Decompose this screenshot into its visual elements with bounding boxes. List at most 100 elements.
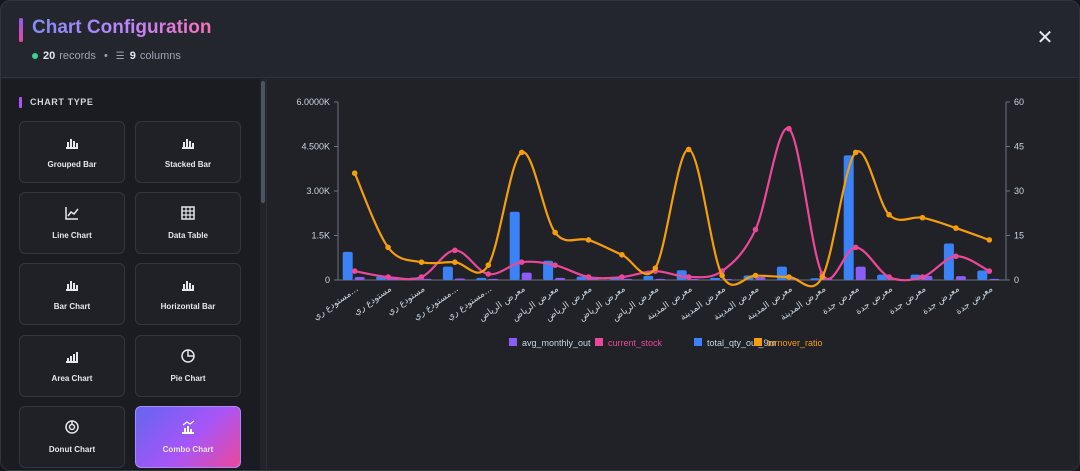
bar-total_qty_out_9m: [476, 277, 487, 280]
right-tick-label: 45: [1014, 142, 1024, 152]
chart-type-donut[interactable]: Donut Chart: [19, 406, 125, 468]
chart-type-label: Grouped Bar: [47, 160, 97, 169]
point-turnover_ratio: [752, 272, 759, 279]
area-chart-icon: [20, 348, 124, 369]
left-tick-label: 3.00K: [306, 186, 330, 196]
chart-type-label: Horizontal Bar: [160, 302, 216, 311]
chart-type-heading: CHART TYPE: [30, 97, 94, 107]
chart-type-label: Line Chart: [52, 231, 92, 240]
bar-avg_monthly_out: [955, 276, 966, 280]
legend-label: avg_monthly_out: [522, 338, 591, 348]
legend-swatch: [509, 338, 517, 346]
sidebar-scrollbar[interactable]: [260, 79, 266, 470]
bar-total_qty_out_9m: [643, 275, 654, 280]
modal-header: Chart Configuration 20 records • ☰ 9 col…: [1, 1, 1079, 78]
bar-avg_monthly_out: [989, 278, 1000, 280]
chart-type-horizontal-bar[interactable]: Horizontal Bar: [135, 263, 241, 325]
point-turnover_ratio: [852, 149, 859, 156]
bar-chart-icon: [136, 134, 240, 155]
left-tick-label: 0: [325, 275, 330, 285]
point-current_stock: [986, 268, 993, 274]
point-current_stock: [852, 244, 859, 251]
chart-type-stacked-bar[interactable]: Stacked Bar: [135, 121, 241, 183]
legend-label: total_qty_out_9m: [707, 338, 776, 348]
columns-label: columns: [139, 50, 181, 62]
bar-avg_monthly_out: [555, 277, 566, 280]
point-turnover_ratio: [452, 259, 458, 265]
chart-type-bar[interactable]: Bar Chart: [19, 263, 125, 325]
point-current_stock: [385, 274, 391, 280]
bar-total_qty_out_9m: [543, 260, 554, 280]
point-turnover_ratio: [685, 146, 692, 153]
point-current_stock: [786, 125, 792, 132]
point-current_stock: [886, 274, 892, 280]
point-current_stock: [752, 226, 759, 233]
point-current_stock: [351, 268, 358, 274]
chart-type-label: Data Table: [168, 231, 208, 240]
point-turnover_ratio: [552, 229, 558, 236]
point-current_stock: [953, 253, 959, 260]
point-current_stock: [585, 274, 592, 280]
legend-label: current_stock: [608, 338, 663, 348]
bar-total_qty_out_9m: [943, 243, 954, 280]
records-count: 20: [43, 50, 56, 62]
line-turnover_ratio: [353, 148, 990, 288]
bar-avg_monthly_out: [855, 266, 866, 280]
chart-preview: 0 1.5K 3.00K 4.500K 6.0000K 0 15 30 45 60 مستودع ر…: [268, 79, 1079, 470]
legend-swatch: [754, 338, 762, 346]
chart-type-label: Stacked Bar: [164, 160, 212, 169]
bar-total_qty_out_9m: [442, 266, 453, 280]
combo-chart: 0 1.5K 3.00K 4.500K 6.0000K 0 15 30 45 60 مستودع ر…: [296, 97, 1024, 348]
chart-type-sidebar: CHART TYPE Grouped Bar Stacked Bar Line …: [1, 79, 267, 470]
bar-avg_monthly_out: [521, 272, 532, 280]
chart-type-label: Pie Chart: [170, 374, 206, 383]
section-accent-bar: [19, 97, 22, 108]
point-turnover_ratio: [953, 225, 959, 231]
legend-swatch: [694, 338, 702, 346]
columns-count: 9: [129, 50, 136, 62]
point-current_stock: [452, 247, 458, 254]
bar-total_qty_out_9m: [810, 278, 821, 280]
point-turnover_ratio: [585, 237, 592, 243]
left-tick-label: 6.0000K: [296, 97, 330, 107]
point-turnover_ratio: [919, 214, 926, 221]
scrollbar-thumb[interactable]: [261, 81, 265, 203]
point-current_stock: [518, 259, 525, 265]
chart-type-area[interactable]: Area Chart: [19, 335, 125, 397]
line-chart-icon: [20, 205, 124, 226]
left-tick-label: 1.5K: [311, 231, 330, 241]
table-icon: [136, 205, 240, 226]
bar-avg_monthly_out: [454, 278, 465, 280]
close-icon[interactable]: ✕: [1036, 27, 1054, 49]
chart-type-combo[interactable]: Combo Chart: [135, 406, 241, 468]
point-turnover_ratio: [786, 274, 792, 280]
point-turnover_ratio: [986, 237, 993, 243]
bar-total_qty_out_9m: [843, 155, 854, 280]
chart-type-line[interactable]: Line Chart: [19, 192, 125, 254]
point-current_stock: [418, 274, 425, 280]
bar-total_qty_out_9m: [342, 251, 353, 280]
bar-avg_monthly_out: [354, 277, 365, 280]
legend-swatch: [595, 338, 603, 346]
point-turnover_ratio: [518, 149, 525, 156]
point-current_stock: [619, 274, 625, 280]
status-dot: [32, 53, 38, 59]
bar-total_qty_out_9m: [877, 274, 888, 280]
records-label: records: [59, 50, 96, 62]
category-label: معرض جدة: [954, 284, 995, 317]
chart-type-grouped-bar[interactable]: Grouped Bar: [19, 121, 125, 183]
chart-type-pie[interactable]: Pie Chart: [135, 335, 241, 397]
chart-type-data-table[interactable]: Data Table: [135, 192, 241, 254]
bar-avg_monthly_out: [688, 279, 699, 280]
bar-chart-icon: [20, 276, 124, 297]
point-turnover_ratio: [886, 211, 892, 218]
bar-total_qty_out_9m: [977, 270, 988, 280]
pie-chart-icon: [136, 348, 240, 369]
dataset-meta: 20 records • ☰ 9 columns: [32, 50, 181, 62]
bar-total_qty_out_9m: [710, 277, 721, 280]
bar-avg_monthly_out: [621, 278, 632, 280]
bar-avg_monthly_out: [488, 278, 499, 280]
chart-type-label: Area Chart: [51, 374, 93, 383]
right-tick-label: 15: [1014, 231, 1024, 241]
